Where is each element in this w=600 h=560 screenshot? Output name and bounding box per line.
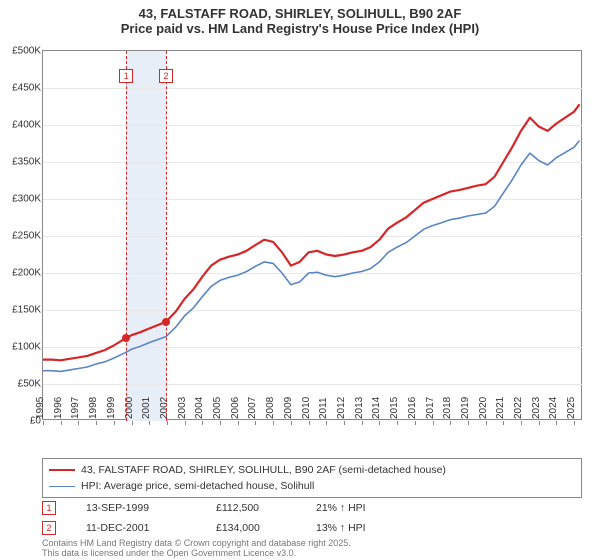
x-tick [78,421,79,425]
legend-swatch [49,486,75,487]
y-axis-label: £200K [12,268,43,279]
chart-title: 43, FALSTAFF ROAD, SHIRLEY, SOLIHULL, B9… [0,0,600,38]
x-tick [132,421,133,425]
sale-delta: 21% ↑ HPI [316,502,582,514]
y-axis-label: £450K [12,83,43,94]
sale-dot [162,318,170,326]
chart-container: { "title": { "line1": "43, FALSTAFF ROAD… [0,0,600,560]
sales-row: 2 11-DEC-2001£134,00013% ↑ HPI [42,518,582,538]
sales-row: 1 13-SEP-1999£112,50021% ↑ HPI [42,498,582,518]
legend-item: 43, FALSTAFF ROAD, SHIRLEY, SOLIHULL, B9… [49,462,575,478]
sale-delta: 13% ↑ HPI [316,522,582,534]
x-tick [273,421,274,425]
x-tick [539,421,540,425]
y-axis-label: £50K [18,379,43,390]
x-tick [521,421,522,425]
y-axis-label: £150K [12,305,43,316]
x-tick [238,421,239,425]
x-tick [43,421,44,425]
sale-price: £134,000 [216,522,316,534]
y-axis-label: £350K [12,157,43,168]
x-tick [574,421,575,425]
x-tick [433,421,434,425]
chart-plot-area: £0£50K£100K£150K£200K£250K£300K£350K£400… [42,50,582,420]
series-svg [43,51,583,421]
y-axis-label: £300K [12,194,43,205]
sale-marker: 2 [159,69,173,83]
sales-table: 1 13-SEP-1999£112,50021% ↑ HPI 2 11-DEC-200… [42,498,582,538]
x-tick [202,421,203,425]
x-tick [486,421,487,425]
x-tick [185,421,186,425]
title-line1: 43, FALSTAFF ROAD, SHIRLEY, SOLIHULL, B9… [0,6,600,21]
x-tick [167,421,168,425]
sale-marker-icon: 1 [42,501,56,515]
sale-marker: 1 [119,69,133,83]
x-tick [556,421,557,425]
x-tick [503,421,504,425]
x-tick [397,421,398,425]
title-line2: Price paid vs. HM Land Registry's House … [0,21,600,36]
x-tick [344,421,345,425]
legend: 43, FALSTAFF ROAD, SHIRLEY, SOLIHULL, B9… [42,458,582,498]
legend-label: HPI: Average price, semi-detached house,… [81,480,314,492]
x-tick [114,421,115,425]
x-tick [309,421,310,425]
y-axis-label: £500K [12,46,43,57]
x-tick [96,421,97,425]
legend-swatch [49,469,75,471]
x-tick [255,421,256,425]
sale-price: £112,500 [216,502,316,514]
x-tick [450,421,451,425]
x-tick [415,421,416,425]
x-tick [379,421,380,425]
x-tick [149,421,150,425]
x-tick [326,421,327,425]
x-tick [61,421,62,425]
attribution: Contains HM Land Registry data © Crown c… [42,538,582,559]
y-axis-label: £100K [12,342,43,353]
x-tick [220,421,221,425]
y-axis-label: £400K [12,120,43,131]
sale-date: 13-SEP-1999 [86,502,216,514]
sale-marker-icon: 2 [42,521,56,535]
x-tick [362,421,363,425]
sale-date: 11-DEC-2001 [86,522,216,534]
legend-label: 43, FALSTAFF ROAD, SHIRLEY, SOLIHULL, B9… [81,464,446,476]
attribution-line1: Contains HM Land Registry data © Crown c… [42,538,582,548]
series-line [43,104,580,360]
x-tick [468,421,469,425]
x-tick [291,421,292,425]
y-axis-label: £250K [12,231,43,242]
attribution-line2: This data is licensed under the Open Gov… [42,548,582,558]
sale-dot [122,334,130,342]
legend-item: HPI: Average price, semi-detached house,… [49,478,575,494]
